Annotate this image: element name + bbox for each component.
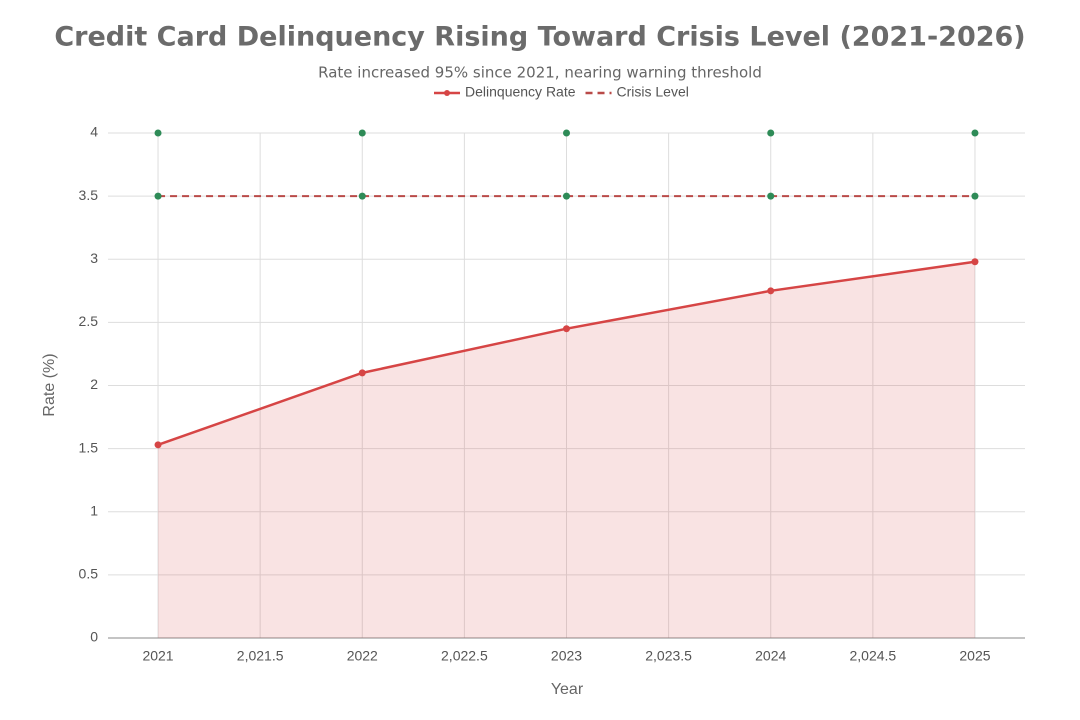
point [358, 129, 366, 137]
legend-label: Delinquency Rate [465, 84, 576, 100]
y-tick-label: 1.5 [79, 439, 99, 455]
point [971, 258, 979, 266]
point [563, 129, 570, 137]
y-axis-title: Rate (%) [41, 353, 58, 416]
chart-title: Credit Card Delinquency Rising Toward Cr… [54, 22, 1025, 53]
chart-subtitle: Rate increased 95% since 2021, nearing w… [318, 64, 762, 82]
legend-label: Crisis Level [617, 84, 689, 100]
point [154, 192, 162, 200]
point [154, 441, 162, 449]
point [767, 129, 775, 137]
y-tick-label: 1 [90, 502, 98, 518]
x-tick-label: 2,024.5 [849, 648, 896, 664]
y-tick-label: 3.5 [79, 187, 99, 203]
y-tick-label: 2 [90, 376, 98, 392]
y-tick-label: 3 [90, 250, 98, 266]
point [563, 325, 570, 333]
point [767, 192, 775, 200]
legend-marker [444, 90, 450, 96]
x-tick-label: 2,022.5 [441, 648, 488, 664]
y-tick-label: 2.5 [79, 313, 99, 329]
point [971, 129, 979, 137]
y-tick-label: 4 [90, 124, 98, 140]
x-tick-label: 2,023.5 [645, 648, 692, 664]
point [767, 287, 775, 295]
point [971, 192, 979, 200]
y-tick-label: 0 [90, 629, 98, 645]
point [358, 369, 366, 377]
x-tick-label: 2024 [755, 648, 786, 664]
x-tick-label: 2023 [551, 648, 582, 664]
point [563, 192, 570, 200]
point [358, 192, 366, 200]
x-tick-label: 2025 [959, 648, 990, 664]
x-tick-label: 2,021.5 [237, 648, 284, 664]
point [154, 129, 162, 137]
x-tick-label: 2021 [142, 648, 173, 664]
area [158, 261, 975, 638]
x-tick-label: 2022 [347, 648, 378, 664]
x-axis-title: Year [551, 681, 584, 698]
y-tick-label: 0.5 [79, 566, 99, 582]
